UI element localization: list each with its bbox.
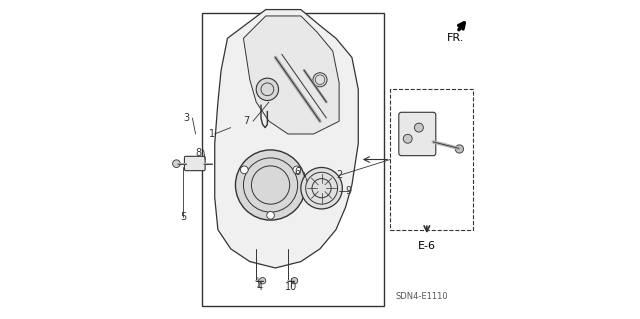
Polygon shape: [243, 16, 339, 134]
Text: 10: 10: [285, 282, 298, 292]
Text: FR.: FR.: [447, 33, 464, 43]
Circle shape: [403, 134, 412, 143]
Text: 1: 1: [209, 129, 214, 139]
Bar: [390, 89, 473, 230]
Circle shape: [259, 278, 266, 284]
Text: 7: 7: [243, 116, 250, 126]
Text: 5: 5: [180, 212, 186, 222]
FancyBboxPatch shape: [399, 112, 436, 156]
Text: 8: 8: [196, 148, 202, 158]
Circle shape: [291, 278, 298, 284]
Circle shape: [173, 160, 180, 167]
Bar: [202, 13, 384, 306]
Text: SDN4-E1110: SDN4-E1110: [396, 292, 449, 301]
FancyBboxPatch shape: [184, 156, 205, 171]
Text: E-6: E-6: [418, 241, 436, 251]
Circle shape: [241, 166, 248, 174]
Circle shape: [236, 150, 306, 220]
Circle shape: [313, 73, 327, 87]
Circle shape: [455, 145, 463, 153]
Text: 2: 2: [336, 170, 342, 181]
Circle shape: [256, 78, 278, 100]
Circle shape: [267, 211, 275, 219]
Circle shape: [293, 166, 301, 174]
Circle shape: [415, 123, 423, 132]
Text: 3: 3: [183, 113, 189, 123]
Polygon shape: [215, 10, 358, 268]
Text: 9: 9: [346, 186, 352, 197]
Text: 6: 6: [294, 167, 301, 177]
Circle shape: [301, 167, 342, 209]
Text: 4: 4: [257, 282, 262, 292]
